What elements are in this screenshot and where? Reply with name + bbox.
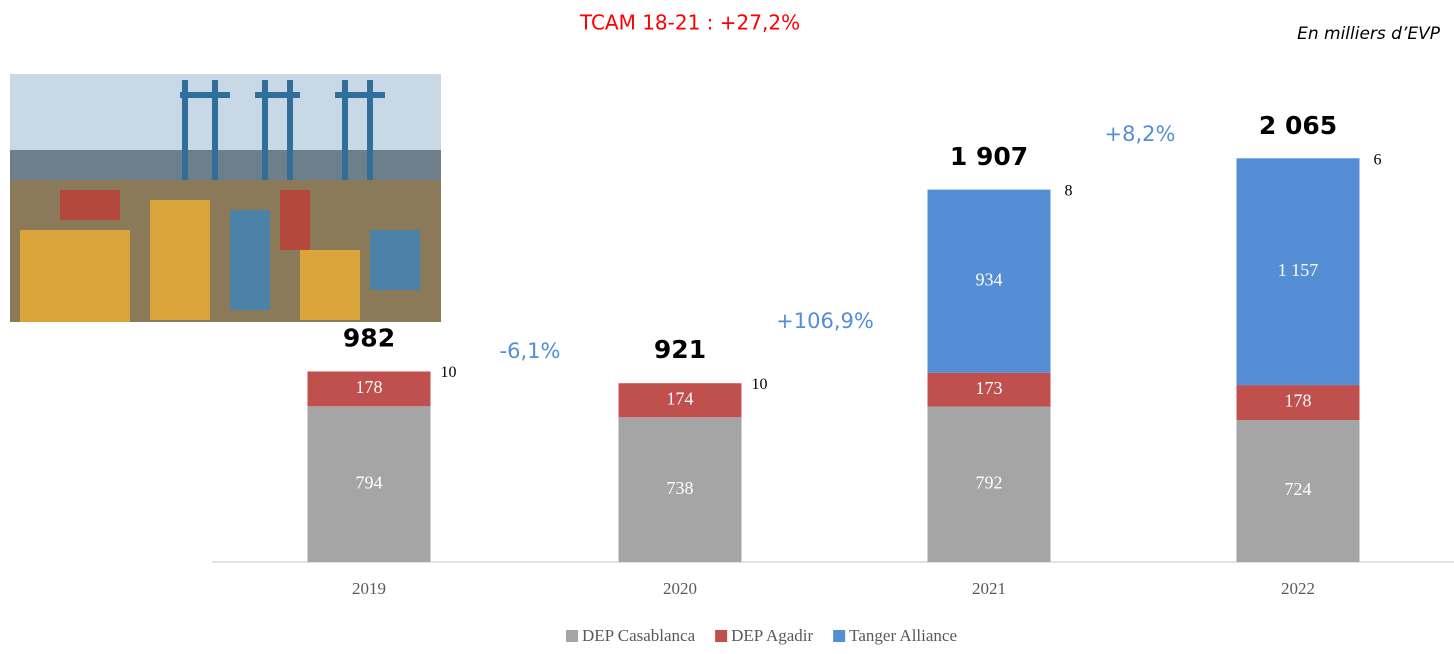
page: {"chart_data": {"type": "stacked-bar", "… xyxy=(0,0,1454,654)
total-label: 982 xyxy=(343,323,395,352)
chart-subtitle: En milliers d’EVP xyxy=(1297,24,1441,44)
value-label: 10 xyxy=(752,376,768,393)
bar-segment xyxy=(308,369,431,371)
value-label: 792 xyxy=(976,472,1003,492)
total-label: 2 065 xyxy=(1259,111,1337,140)
x-tick-label: 2020 xyxy=(663,579,697,598)
bar-segment xyxy=(928,188,1051,190)
legend-label: DEP Agadir xyxy=(731,626,813,645)
legend-label: DEP Casablanca xyxy=(582,626,696,645)
value-label: 738 xyxy=(667,478,694,498)
legend-swatch xyxy=(566,630,578,642)
value-label: 173 xyxy=(976,378,1003,398)
chart: TCAM 18-21 : +27,2% En milliers d’EVP 20… xyxy=(0,0,1454,654)
value-label: 794 xyxy=(356,472,383,492)
legend-swatch xyxy=(715,630,727,642)
x-tick-label: 2019 xyxy=(352,579,386,598)
value-label: 178 xyxy=(1285,391,1312,411)
value-label: 724 xyxy=(1285,479,1312,499)
growth-annotation: -6,1% xyxy=(500,339,561,363)
value-label: 178 xyxy=(356,377,383,397)
value-label: 1 157 xyxy=(1278,260,1319,280)
legend-swatch xyxy=(833,630,845,642)
total-label: 1 907 xyxy=(950,142,1028,171)
value-label: 174 xyxy=(667,388,694,408)
growth-annotation: +106,9% xyxy=(776,309,874,333)
port-photo xyxy=(10,74,441,322)
x-tick-label: 2022 xyxy=(1281,579,1315,598)
value-label: 6 xyxy=(1374,152,1382,169)
total-label: 921 xyxy=(654,335,706,364)
value-label: 8 xyxy=(1065,183,1073,200)
x-tick-label: 2021 xyxy=(972,579,1006,598)
legend-label: Tanger Alliance xyxy=(849,626,957,645)
value-label: 10 xyxy=(441,364,457,381)
bar-segment xyxy=(619,381,742,383)
growth-annotation: +8,2% xyxy=(1105,122,1176,146)
chart-title: TCAM 18-21 : +27,2% xyxy=(579,11,800,35)
value-label: 934 xyxy=(976,269,1003,289)
bar-segment xyxy=(1237,157,1360,158)
